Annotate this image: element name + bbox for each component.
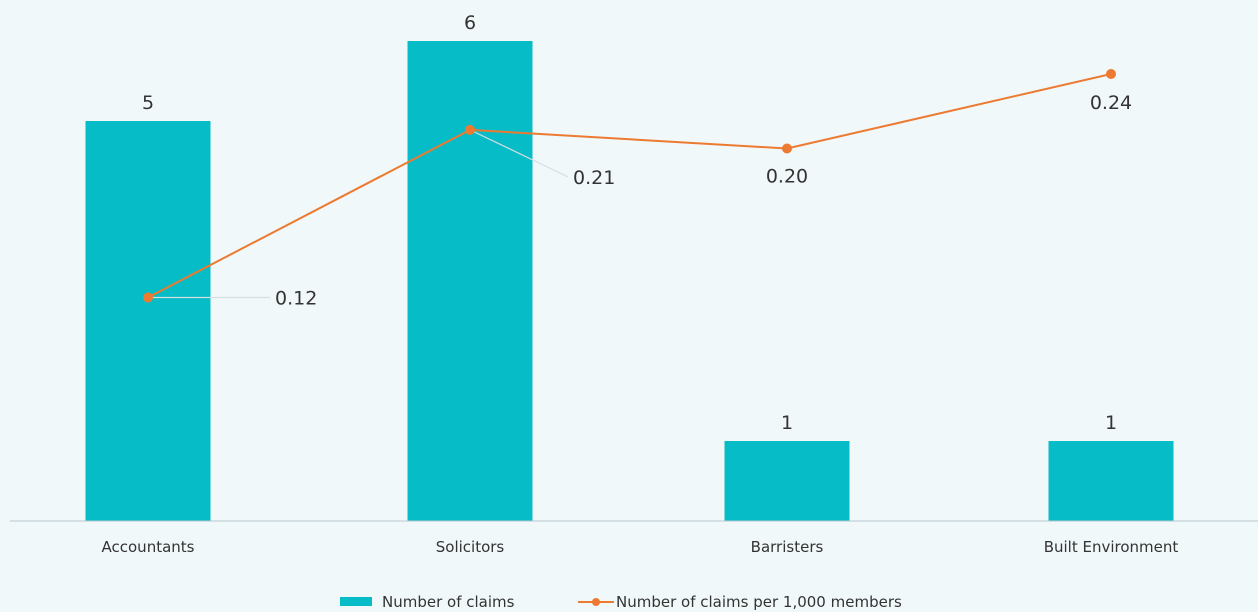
legend-swatch-bar [340,597,372,606]
line-series [147,73,1112,299]
line-data-label: 0.21 [573,167,615,189]
x-tick-labels-layer: Accountants Solicitors Barristers Built Env… [102,538,1179,556]
line-point [143,292,153,303]
bar [407,41,533,521]
x-tick-label: Barristers [751,538,824,556]
legend-label-bar: Number of claims [382,593,515,611]
line-point [1106,69,1116,79]
legend: Number of claims Number of claims per 1,… [340,593,902,611]
bar-data-label: 1 [1105,412,1117,434]
bar [1048,441,1174,521]
line-series-layer [143,69,1116,303]
bar-data-label: 6 [464,12,476,34]
line-data-label: 0.20 [766,166,808,188]
x-tick-label: Accountants [102,538,195,556]
leader-line [469,129,569,178]
data-labels-layer: 5 6 1 1 0.12 0.21 0.20 0.24 [142,12,1132,434]
bar [85,121,211,521]
legend-swatch-marker [592,598,600,606]
bar-data-label: 5 [142,92,154,114]
x-tick-label: Solicitors [436,538,505,556]
line-point [782,143,792,154]
line-data-label: 0.12 [275,288,317,310]
bar-data-label: 1 [781,412,793,434]
legend-label-line: Number of claims per 1,000 members [616,593,902,611]
line-point [465,124,475,135]
line-data-label: 0.24 [1090,92,1132,114]
leader-lines-layer [148,129,569,299]
bars-layer [85,41,1174,521]
x-tick-label: Built Environment [1044,538,1179,556]
bar [724,441,850,521]
